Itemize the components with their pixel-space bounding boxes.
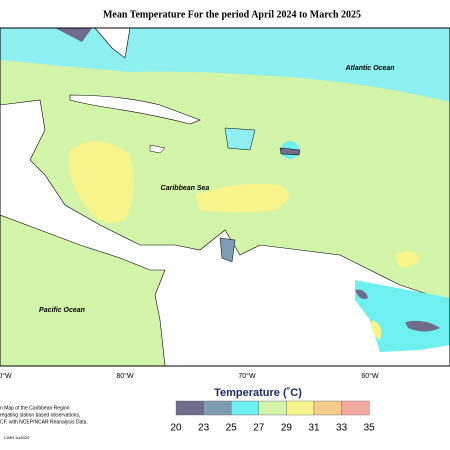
warm-patch: [371, 320, 382, 340]
legend-swatch: [175, 400, 204, 416]
legend-swatch: [313, 400, 342, 416]
island: [69, 94, 201, 125]
note: regating station based observations,: [0, 412, 80, 418]
cold-patch: [55, 28, 92, 42]
legend-swatch: [341, 400, 370, 416]
longitude-label: 70°W: [238, 372, 256, 380]
legend-tick-label: 29: [281, 423, 293, 434]
warm-patch: [69, 141, 134, 223]
longitude-label: 80°W: [116, 372, 134, 380]
legend-title: Temperature (˚C): [214, 387, 302, 399]
legend-tick-label: 33: [336, 423, 348, 434]
sea-label: Caribbean Sea: [161, 185, 210, 192]
warm-patch: [195, 183, 289, 213]
note: CIMH Jul2025: [4, 435, 30, 440]
cold-patch: [355, 289, 368, 299]
legend-tick-label: 31: [308, 423, 320, 434]
map-frame: [0, 27, 450, 367]
island: [149, 144, 166, 154]
longitude-label: 60°W: [361, 372, 379, 380]
land: [0, 99, 450, 367]
title: Mean Temperature For the period April 20…: [103, 9, 361, 20]
legend-swatch: [230, 400, 259, 416]
note: CF, with NCEP/NCAR Reanalysis Data.: [0, 419, 88, 425]
legend-swatch: [258, 400, 287, 416]
lake: [219, 237, 236, 263]
legend-tick-label: 35: [364, 423, 376, 434]
map: Atlantic Ocean Caribbean Sea Pacific Oce…: [0, 27, 450, 367]
warm-patch: [395, 250, 420, 268]
island: [279, 147, 301, 156]
ocean-label: Pacific Ocean: [39, 307, 85, 314]
legend-swatch: [203, 400, 232, 416]
legend-tick-label: 25: [226, 423, 238, 434]
ocean-label: Atlantic Ocean: [344, 65, 394, 72]
legend-tick-label: 20: [170, 423, 182, 434]
note: n Map of the Caribbean Region: [0, 405, 70, 411]
cold-patch: [405, 320, 440, 332]
legend-swatch: [286, 400, 315, 416]
legend: 20 23 25 27 29 31 33 35: [170, 400, 376, 434]
legend-tick-label: 27: [253, 423, 265, 434]
longitude-label: 0°W: [0, 372, 12, 380]
legend-tick-label: 23: [198, 423, 210, 434]
island: [224, 127, 256, 151]
